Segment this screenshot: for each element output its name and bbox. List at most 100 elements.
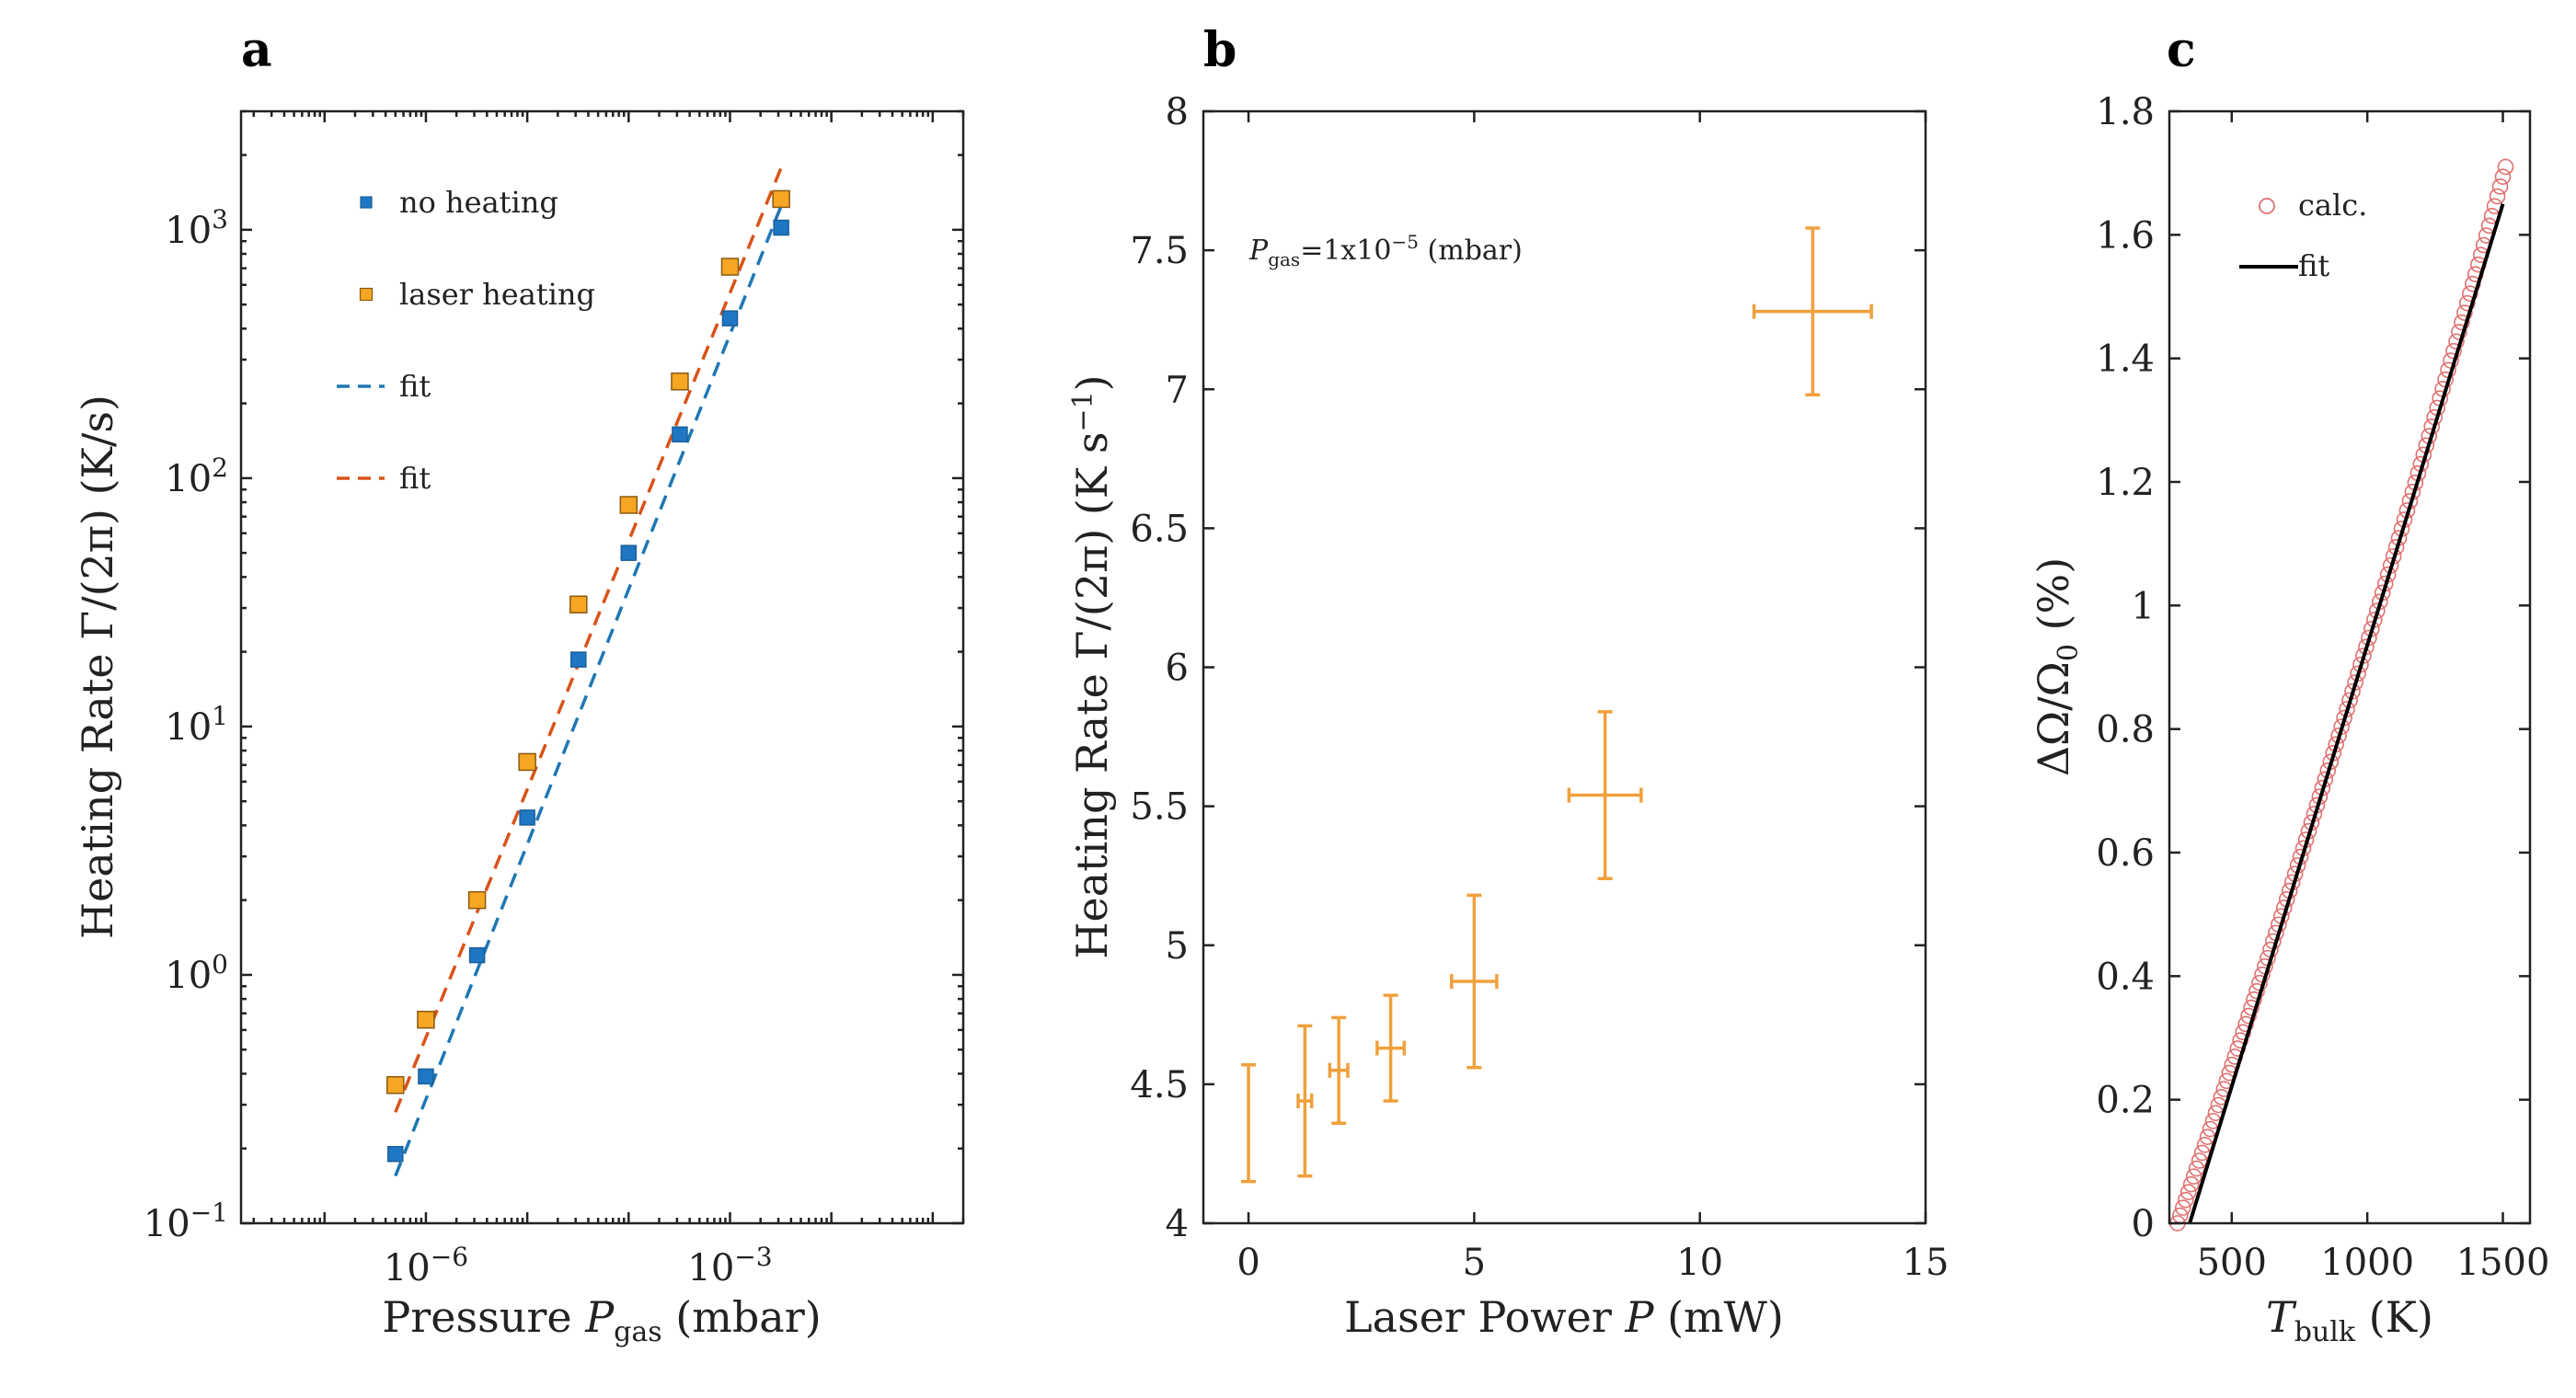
panel-letter-a: a <box>241 22 272 78</box>
legend-marker-c <box>2259 198 2275 214</box>
legend-label-a: no heating <box>399 185 558 220</box>
calc-point <box>2182 1175 2200 1193</box>
panel-letter-b: b <box>1203 22 1236 78</box>
plot-area-c <box>2169 158 2514 1232</box>
panel-a: a 10−6 10−3 10−1 100 101 102 103 no heating las… <box>73 22 965 1348</box>
no-heating-point <box>721 310 739 327</box>
x-tick-label-b: 10 <box>1676 1242 1723 1284</box>
plot-area-b <box>1241 226 1873 1184</box>
y-tick-label-c: 1.8 <box>2096 91 2155 133</box>
panel-letter-c: c <box>2167 22 2196 78</box>
x-tick-label-a: 10−6 <box>384 1242 468 1289</box>
x-tick-label-b: 5 <box>1463 1242 1486 1284</box>
x-axis-label-b: Laser Power P (mW) <box>1344 1292 1784 1342</box>
laser-heating-point <box>569 595 588 613</box>
y-tick-label-b: 4.5 <box>1130 1064 1189 1106</box>
calc-point <box>2193 1144 2211 1162</box>
calc-point <box>2174 1199 2191 1216</box>
legend-label-c: calc. <box>2298 188 2367 223</box>
laser-heating-point <box>720 258 740 276</box>
plot-frame-c <box>2168 109 2532 1225</box>
y-tick-label-a: 100 <box>165 949 228 997</box>
y-tick-label-c: 1.6 <box>2096 214 2155 257</box>
calc-point <box>2196 1137 2214 1153</box>
y-tick-label-c: 1 <box>2132 585 2155 627</box>
x-tick-label-c: 1000 <box>2320 1242 2414 1284</box>
calc-point <box>2177 1191 2194 1209</box>
calc-point <box>2246 991 2262 1008</box>
calc-point <box>2243 999 2260 1016</box>
legend-marker-a <box>360 196 373 209</box>
legend-marker-a <box>359 287 374 302</box>
plot-frame-b <box>1202 109 1927 1225</box>
no-heating-point <box>620 544 638 561</box>
calc-point <box>2448 333 2465 350</box>
calc-point <box>2185 1168 2202 1185</box>
no-heating-point <box>387 1145 404 1163</box>
x-tick-label-c: 500 <box>2197 1242 2267 1284</box>
calc-point <box>2494 168 2512 185</box>
y-tick-label-b: 7 <box>1166 369 1189 411</box>
x-tick-label-a: 10−3 <box>687 1242 772 1289</box>
plot-area-a <box>386 166 790 1177</box>
axis-ticks-a: 10−6 10−3 10−1 100 101 102 103 <box>144 109 965 1289</box>
y-tick-label-c: 1.4 <box>2096 338 2155 381</box>
calc-point <box>2456 304 2473 321</box>
y-tick-label-c: 0.2 <box>2096 1080 2155 1122</box>
legend-label-a: laser heating <box>399 277 595 312</box>
calc-point <box>2237 1015 2254 1033</box>
calc-point <box>2172 1207 2189 1224</box>
y-tick-label-b: 4 <box>1166 1203 1189 1245</box>
calc-point <box>2248 982 2265 1000</box>
x-axis-label-c: Tbulk (K) <box>2266 1292 2433 1348</box>
y-tick-label-a: 10−1 <box>144 1197 228 1245</box>
laser-heating-point <box>671 372 689 391</box>
y-axis-label-a: Heating Rate Γ/(2π) (K/s) <box>73 395 122 939</box>
y-tick-label-b: 7.5 <box>1130 230 1189 272</box>
legend-label-a: fit <box>399 369 431 404</box>
annotation-b: Pgas=1x10−5 (mbar) <box>1248 231 1523 270</box>
fit-line-c <box>2188 203 2505 1224</box>
laser-heating-point <box>467 890 487 910</box>
calc-point <box>2497 158 2514 176</box>
errorbar-point <box>1296 1024 1314 1178</box>
calc-point <box>2235 1024 2251 1041</box>
x-tick-label-b: 15 <box>1903 1242 1949 1284</box>
y-tick-label-c: 0.4 <box>2096 956 2155 998</box>
legend-label-a: fit <box>399 461 431 496</box>
axis-ticks-c: 500 1000 1500 0 0.2 0.4 0.6 0.8 1 1.2 1.4 1.6 1.8 <box>2096 91 2549 1284</box>
axis-ticks-b: 0 5 10 15 4 4.5 5 5.5 6 6.5 7 7.5 8 <box>1130 91 1949 1284</box>
x-axis-label-a: Pressure Pgas (mbar) <box>382 1292 821 1348</box>
legend-a: no heating laser heating fit fit <box>337 185 595 496</box>
y-tick-label-c: 0.8 <box>2096 709 2155 751</box>
y-axis-label-c: ΔΩ/Ω0 (%) <box>2029 557 2085 776</box>
plot-frame-a <box>239 109 965 1225</box>
laser-heating-point <box>386 1076 405 1094</box>
no-heating-point <box>519 809 535 826</box>
errorbar-point <box>1567 710 1643 880</box>
legend-label-c: fit <box>2298 248 2329 283</box>
no-heating-point <box>773 219 789 236</box>
y-axis-label-b: Heating Rate Γ/(2π) (K s−1) <box>1067 374 1117 958</box>
no-heating-point <box>672 426 688 443</box>
no-heating-point <box>418 1068 434 1085</box>
laser-heating-point <box>417 1010 435 1029</box>
legend-c: calc. fit <box>2239 188 2367 283</box>
y-tick-label-b: 6.5 <box>1130 508 1189 550</box>
errorbar-point <box>1450 893 1499 1070</box>
y-tick-label-b: 6 <box>1166 647 1189 690</box>
laser-heating-point <box>518 752 536 772</box>
fit-line-a-0 <box>394 205 783 1177</box>
fit-line-a-1 <box>394 166 783 1113</box>
y-tick-label-c: 0.6 <box>2096 832 2155 875</box>
calc-point <box>2454 314 2470 331</box>
errorbar-point <box>1752 226 1873 397</box>
calc-point <box>2489 188 2506 205</box>
laser-heating-point <box>772 189 790 209</box>
y-tick-label-a: 102 <box>165 453 228 500</box>
y-tick-label-b: 5 <box>1166 925 1189 968</box>
y-tick-label-c: 1.2 <box>2096 462 2155 504</box>
y-tick-label-a: 101 <box>165 701 228 749</box>
errorbar-point <box>1241 1062 1257 1184</box>
